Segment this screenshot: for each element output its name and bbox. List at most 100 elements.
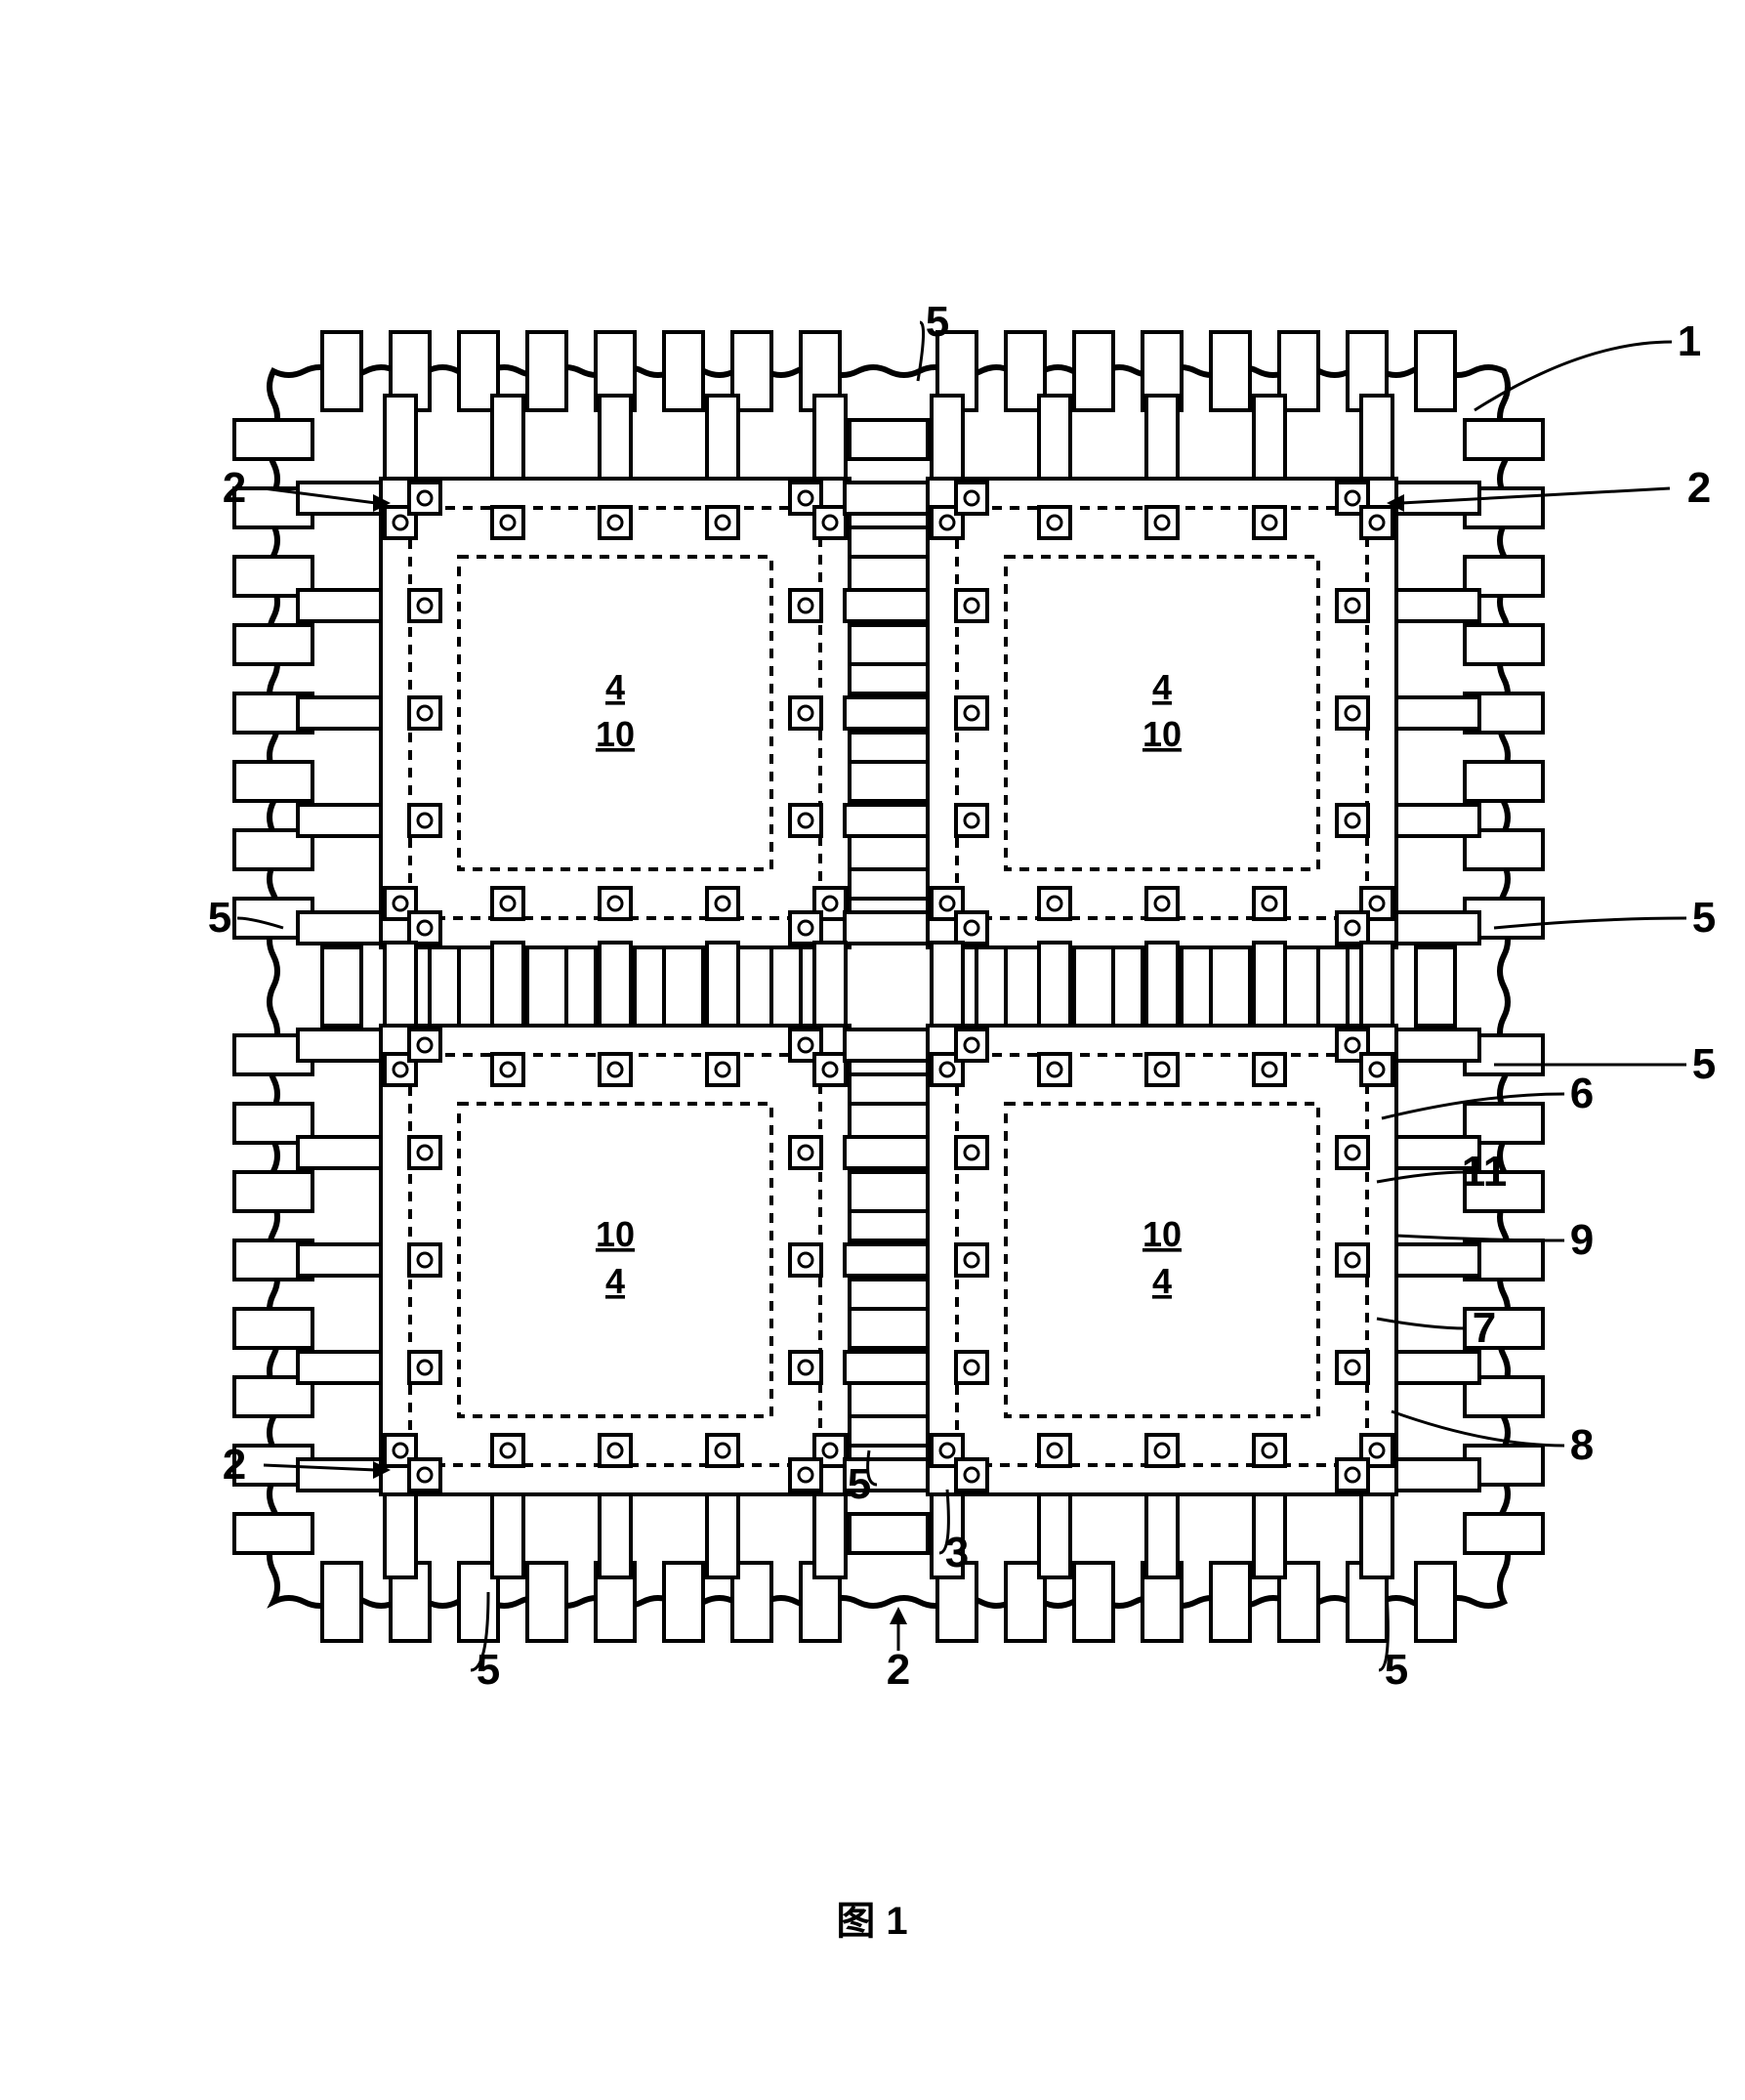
callout-label: 9 — [1570, 1216, 1594, 1264]
frame-slot — [234, 625, 312, 664]
bond-pad — [790, 912, 821, 944]
bond-pad — [956, 1244, 987, 1276]
frame-slot — [527, 947, 566, 1026]
bond-pad — [600, 888, 631, 919]
bond-pad — [1337, 1137, 1368, 1168]
callout-label: 1 — [1678, 317, 1701, 365]
bond-pad — [707, 1435, 738, 1466]
bond-pad — [956, 483, 987, 514]
bond-pad — [956, 1029, 987, 1061]
bond-pad — [1337, 805, 1368, 836]
callout-label: 2 — [223, 464, 246, 512]
frame-slot — [234, 420, 312, 459]
bond-pad — [1254, 507, 1285, 538]
callout-label: 6 — [1570, 1070, 1594, 1117]
frame-slot — [1416, 947, 1455, 1026]
frame-slot — [1465, 625, 1543, 664]
callout-label: 5 — [848, 1460, 871, 1508]
bond-pad — [409, 1244, 440, 1276]
bond-pad — [790, 1352, 821, 1383]
bond-pad — [409, 483, 440, 514]
bond-pad — [1146, 888, 1178, 919]
bond-pad — [814, 1054, 846, 1085]
frame-slot — [527, 332, 566, 410]
bond-pad — [1039, 888, 1070, 919]
bond-pad — [1039, 507, 1070, 538]
bond-pad — [790, 697, 821, 729]
chip-label-top: 10 — [596, 1214, 635, 1254]
bond-pad — [1361, 1054, 1392, 1085]
callout-label: 5 — [1692, 894, 1716, 942]
bond-pad — [492, 507, 523, 538]
chip-package: 410 — [298, 396, 933, 1030]
frame-slot — [1416, 332, 1455, 410]
bond-pad — [1337, 912, 1368, 944]
bond-pad — [1337, 697, 1368, 729]
patent-figure: 4104101041041522555611978253255 图 1 — [0, 0, 1745, 2100]
bond-pad — [1146, 507, 1178, 538]
frame-slot — [1211, 332, 1250, 410]
bond-pad — [814, 507, 846, 538]
frame-slot — [1074, 947, 1113, 1026]
chip-label-top: 4 — [605, 667, 625, 707]
bond-pad — [409, 1352, 440, 1383]
bond-pad — [1039, 1435, 1070, 1466]
frame-slot — [1211, 947, 1250, 1026]
frame-slot — [234, 1514, 312, 1553]
bond-pad — [600, 1435, 631, 1466]
frame-slot — [322, 947, 361, 1026]
bond-pad — [956, 1137, 987, 1168]
frame-slot — [1465, 762, 1543, 801]
chip-package: 410 — [845, 396, 1479, 1030]
callout-label: 5 — [208, 894, 231, 942]
callout-label: 5 — [1385, 1646, 1408, 1694]
frame-slot — [664, 332, 703, 410]
bond-pad — [1254, 1435, 1285, 1466]
bond-pad — [956, 1352, 987, 1383]
frame-slot — [850, 625, 928, 664]
frame-slot — [234, 762, 312, 801]
frame-slot — [1211, 1563, 1250, 1641]
bond-pad — [956, 1459, 987, 1491]
chip-label-bottom: 4 — [1152, 1261, 1172, 1301]
bond-pad — [790, 805, 821, 836]
bond-pad — [600, 507, 631, 538]
bond-pad — [409, 1459, 440, 1491]
bond-pad — [707, 507, 738, 538]
bond-pad — [492, 1054, 523, 1085]
bond-pad — [409, 590, 440, 621]
frame-slot — [527, 1563, 566, 1641]
bond-pad — [790, 1244, 821, 1276]
chip-label-top: 10 — [1143, 1214, 1182, 1254]
callout-label: 5 — [1692, 1040, 1716, 1088]
callout-label: 2 — [1687, 464, 1711, 512]
callout-label: 8 — [1570, 1421, 1594, 1469]
bond-pad — [956, 805, 987, 836]
callout-label: 11 — [1462, 1148, 1508, 1196]
bond-pad — [492, 1435, 523, 1466]
bond-pad — [1337, 1352, 1368, 1383]
bond-pad — [600, 1054, 631, 1085]
callout-leader — [1396, 1236, 1564, 1240]
frame-slot — [1465, 420, 1543, 459]
bond-pad — [956, 590, 987, 621]
bond-pad — [790, 590, 821, 621]
frame-slot — [850, 1172, 928, 1211]
frame-slot — [850, 1514, 928, 1553]
bond-pad — [790, 1137, 821, 1168]
bond-pad — [790, 1459, 821, 1491]
chip-package: 104 — [845, 943, 1479, 1577]
frame-slot — [1465, 1514, 1543, 1553]
frame-slot — [1416, 1563, 1455, 1641]
bond-pad — [409, 697, 440, 729]
frame-slot — [850, 762, 928, 801]
bond-pad — [956, 697, 987, 729]
bond-pad — [1146, 1054, 1178, 1085]
bond-pad — [1337, 1459, 1368, 1491]
bond-pad — [409, 805, 440, 836]
frame-slot — [234, 1309, 312, 1348]
figure-caption: 图 1 — [836, 1900, 907, 1943]
callout-label: 2 — [223, 1441, 246, 1489]
frame-slot — [234, 1172, 312, 1211]
chip-label-top: 4 — [1152, 667, 1172, 707]
